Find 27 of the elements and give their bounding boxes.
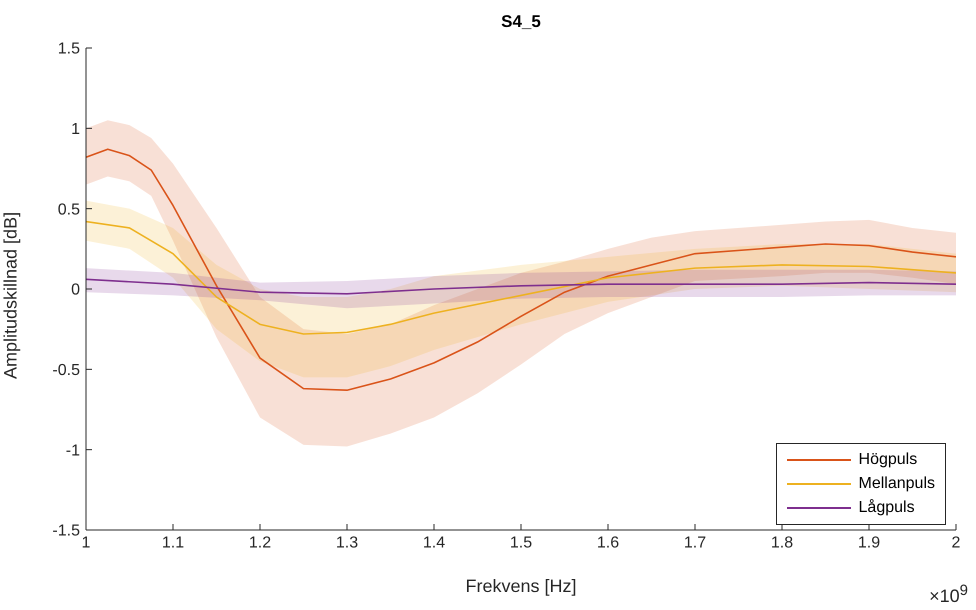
chart-title: S4_5 (500, 12, 542, 32)
text: ×10$^{9}$ (929, 582, 968, 607)
y-axis-title: Amplitudskillnad [dB] (0, 212, 20, 379)
y-tick-label: -0.5 (52, 362, 80, 380)
x-tick-label: 1.9 (858, 534, 880, 552)
x-tick-label: 1.7 (684, 534, 706, 552)
x-tick-label: 2 (952, 534, 961, 552)
y-tick-label: -1.5 (52, 522, 80, 540)
x-tick-label: 1.3 (336, 534, 358, 552)
line-series (86, 220, 956, 335)
y-tick-label: 1 (71, 121, 80, 138)
x-axis-title: Frekvens [Hz] (465, 576, 577, 596)
y-tick-label: -1 (66, 442, 80, 460)
legend-label: Högpuls (858, 451, 918, 469)
x-tick-label: 1.8 (770, 534, 794, 552)
y-tick-label: 1.5 (58, 40, 80, 58)
x-tick-label: 1.2 (248, 534, 272, 552)
x-tick-label: 1.5 (510, 534, 532, 552)
x-tick-label: 1.6 (596, 534, 620, 552)
legend-label: Mellanpuls (858, 475, 935, 493)
line-series (86, 148, 956, 392)
y-tick-label: 0.5 (58, 201, 80, 218)
y-tick-label: 0 (71, 282, 80, 299)
x-tick-label: 1.4 (422, 534, 446, 552)
line-series (86, 278, 956, 295)
x-tick-label: 1.1 (162, 534, 184, 552)
legend-label: Lågpuls (858, 499, 915, 517)
